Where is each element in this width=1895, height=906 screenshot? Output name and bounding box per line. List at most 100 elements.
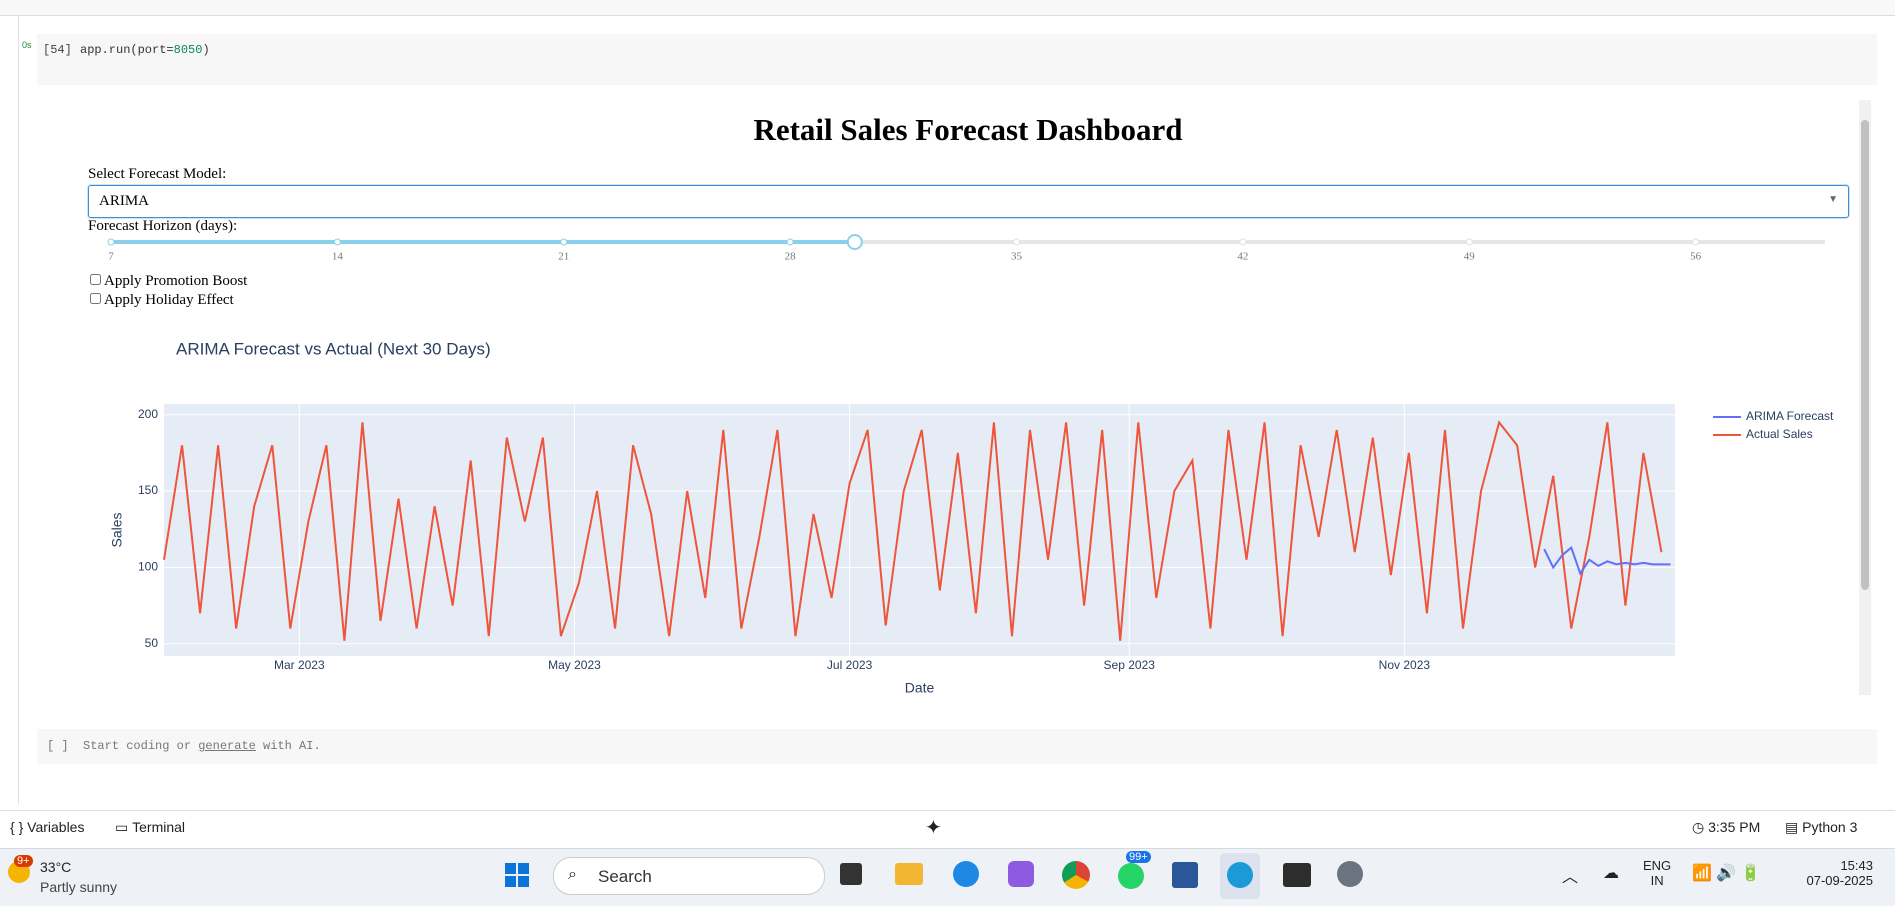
- taskbar: 9+ 33°C Partly sunny ⌕ Search 99+ ︿ ☁ ENG…: [0, 848, 1895, 906]
- scrollbar[interactable]: [1859, 100, 1871, 695]
- legend-label: Actual Sales: [1746, 427, 1813, 441]
- placeholder: with AI.: [255, 739, 321, 753]
- slider-mark-label: 28: [785, 251, 797, 263]
- clock: ◷ 3:35 PM: [1692, 819, 1761, 835]
- x-tick-label: Jul 2023: [827, 658, 873, 672]
- lang: ENG: [1643, 858, 1672, 873]
- checkbox-row[interactable]: Apply Holiday Effect: [90, 292, 234, 309]
- y-tick-label: 100: [138, 560, 158, 574]
- dropdown-arrow: ▼: [1828, 194, 1838, 205]
- language[interactable]: ENG IN: [1643, 858, 1671, 888]
- slider-dot: [1239, 238, 1247, 246]
- app-icon[interactable]: [1118, 863, 1144, 889]
- code-text: ): [202, 43, 210, 57]
- dashboard-title: Retail Sales Forecast Dashboard: [753, 112, 1183, 147]
- slider-dot: [1692, 238, 1700, 246]
- app-icon[interactable]: [953, 861, 979, 887]
- search-label: Search: [598, 867, 652, 886]
- app-icon[interactable]: [1062, 861, 1090, 889]
- horizon-label: Forecast Horizon (days):: [88, 218, 238, 234]
- exec-time: 0s: [22, 40, 32, 50]
- code-number: 8050: [173, 43, 203, 57]
- network-icons[interactable]: 📶 🔊 🔋: [1692, 865, 1761, 882]
- chart-title: ARIMA Forecast vs Actual (Next 30 Days): [176, 339, 491, 358]
- scroll-thumb[interactable]: [1861, 120, 1869, 590]
- slider-mark-label: 49: [1464, 251, 1476, 263]
- date: 07-09-2025: [1806, 873, 1874, 888]
- slider-dot: [107, 238, 115, 246]
- chart: ARIMA Forecast vs Actual (Next 30 Days) 5…: [109, 339, 1834, 696]
- plot-area: [164, 404, 1675, 656]
- slider-dot: [560, 238, 568, 246]
- cloud-icon[interactable]: ☁: [1603, 865, 1619, 882]
- gemini-icon[interactable]: ✦: [925, 817, 942, 839]
- kernel[interactable]: ▤ Python 3: [1785, 819, 1858, 835]
- start-button[interactable]: [505, 863, 529, 887]
- slider-dot: [786, 238, 794, 246]
- code: app.run(port=8050): [80, 43, 210, 57]
- checkbox[interactable]: [90, 274, 101, 285]
- label: 3:35 PM: [1708, 819, 1761, 835]
- side-rail: [0, 15, 19, 805]
- y-tick-label: 200: [138, 407, 158, 421]
- placeholder: Start coding or: [83, 739, 199, 753]
- app-icon[interactable]: [1172, 862, 1198, 888]
- label: Variables: [27, 819, 85, 835]
- code-text: app.run(port=: [80, 43, 174, 57]
- label: Terminal: [132, 819, 186, 835]
- temperature: 33°C: [40, 859, 72, 875]
- y-tick-label: 150: [138, 483, 158, 497]
- code-cell[interactable]: [37, 34, 1877, 85]
- slider-dot: [1465, 238, 1473, 246]
- app-icon[interactable]: [840, 863, 862, 885]
- toolbar: [0, 0, 1895, 16]
- active-app[interactable]: [1220, 853, 1260, 899]
- series-line: [1543, 545, 1671, 576]
- empty-cell[interactable]: [ ] Start coding or generate with AI.: [37, 729, 1877, 764]
- x-tick-label: May 2023: [548, 658, 601, 672]
- slider-dot: [333, 238, 341, 246]
- status-bar: { } Variables ▭ Terminal ✦ ◷ 3:35 PM ▤ P…: [0, 810, 1895, 843]
- legend-label: ARIMA Forecast: [1746, 409, 1834, 423]
- x-tick-label: Nov 2023: [1379, 658, 1431, 672]
- slider-mark-label: 7: [108, 251, 114, 263]
- slider-handle[interactable]: [846, 234, 863, 250]
- app-icon[interactable]: [1283, 863, 1311, 887]
- dropdown-value: ARIMA: [99, 193, 150, 209]
- slider-mark-label: 35: [1011, 251, 1023, 263]
- slider-mark-label: 42: [1237, 251, 1248, 263]
- badge: 99+: [1126, 851, 1151, 863]
- time: 15:43: [1840, 858, 1873, 873]
- checkbox[interactable]: [90, 293, 101, 304]
- x-tick-label: Sep 2023: [1104, 658, 1156, 672]
- badge: 9+: [14, 855, 33, 867]
- series-line: [163, 420, 1663, 641]
- terminal-button[interactable]: ▭ Terminal: [115, 819, 186, 835]
- weather: Partly sunny: [40, 879, 118, 895]
- slider-dot: [1013, 238, 1021, 246]
- app-icon[interactable]: [895, 863, 923, 885]
- app-icon[interactable]: [1337, 861, 1363, 887]
- variables-button[interactable]: { } Variables: [10, 819, 85, 835]
- slider[interactable]: 7 14 21 28 35 42 49 56: [88, 232, 1848, 267]
- checkbox-row[interactable]: Apply Promotion Boost: [90, 273, 247, 290]
- y-axis-label: Sales: [109, 512, 125, 547]
- checkbox-label: Apply Holiday Effect: [104, 292, 234, 308]
- cell-prompt: [ ]: [47, 739, 69, 753]
- app-icon[interactable]: [1008, 861, 1034, 887]
- model-dropdown[interactable]: ARIMA ▼: [88, 185, 1849, 218]
- model-label: Select Forecast Model:: [88, 166, 227, 182]
- clock[interactable]: 15:43 07-09-2025: [1795, 858, 1874, 888]
- cell-count: [54]: [43, 43, 72, 57]
- checkbox-label: Apply Promotion Boost: [104, 273, 248, 289]
- region: IN: [1650, 873, 1664, 888]
- label: Python 3: [1802, 819, 1858, 835]
- slider-mark-label: 21: [558, 251, 569, 263]
- y-tick-label: 50: [145, 636, 159, 650]
- x-axis-label: Date: [905, 680, 935, 696]
- search-icon: ⌕: [568, 866, 577, 883]
- search-box[interactable]: ⌕ Search: [553, 857, 825, 895]
- tray-arrow[interactable]: ︿: [1562, 869, 1579, 886]
- generate-link[interactable]: generate: [198, 739, 256, 753]
